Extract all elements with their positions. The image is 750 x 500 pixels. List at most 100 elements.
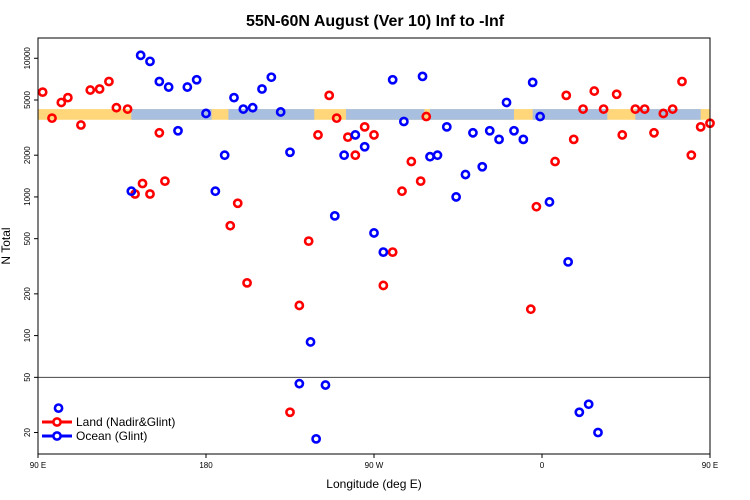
data-point (285, 147, 295, 158)
data-point (225, 220, 236, 231)
x-tick-label: 0 (540, 461, 545, 470)
data-point (518, 134, 529, 145)
data-point (266, 72, 277, 83)
data-point (359, 121, 370, 132)
y-tick-label: 5000 (23, 91, 32, 109)
data-point (339, 150, 350, 161)
data-point (583, 399, 594, 410)
data-point (342, 132, 353, 143)
data-point (406, 156, 417, 167)
legend-ocean-marker (52, 431, 62, 441)
data-point (611, 89, 622, 100)
x-tick-label: 180 (199, 461, 213, 470)
data-point (432, 150, 443, 161)
data-point (163, 82, 174, 92)
data-point (311, 433, 322, 444)
data-point (598, 104, 609, 114)
data-point (305, 337, 316, 347)
data-point (544, 197, 555, 207)
data-point (578, 104, 588, 114)
data-point (145, 56, 155, 67)
data-point (441, 121, 452, 132)
data-point (369, 130, 379, 140)
data-point (695, 121, 706, 132)
data-point (525, 304, 536, 315)
data-point (378, 280, 389, 291)
data-point (561, 90, 572, 101)
data-point (593, 427, 603, 438)
data-point (324, 90, 335, 101)
data-point (53, 403, 64, 414)
data-point (421, 111, 432, 122)
y-tick-label: 100 (23, 328, 32, 342)
y-tick-label: 2000 (23, 146, 32, 164)
y-axis-ticks: 20 50 100 200 500 1000 2000 5000 10000 (23, 47, 38, 437)
data-point (294, 300, 305, 311)
data-point (387, 247, 398, 258)
ocean-band-segment (532, 109, 608, 120)
data-point (387, 74, 398, 85)
data-point (494, 134, 504, 145)
data-point (219, 150, 230, 161)
data-point (509, 125, 519, 136)
data-point (303, 236, 314, 247)
x-axis-ticks: 90 E 180 90 W 0 90 E (30, 454, 718, 470)
data-point (94, 84, 105, 94)
data-point (111, 102, 122, 113)
data-point (417, 71, 428, 82)
series-ocean (53, 50, 603, 444)
data-point (294, 378, 305, 389)
data-point (201, 108, 211, 119)
data-point (135, 50, 146, 61)
data-point (173, 125, 183, 136)
y-axis-label: N Total (0, 227, 13, 264)
x-axis-label: Longitude (deg E) (326, 477, 421, 491)
data-point (350, 130, 361, 140)
data-point (350, 150, 361, 161)
data-point (313, 130, 323, 140)
ocean-band-segment (228, 109, 315, 120)
x-tick-label: 90 E (702, 461, 718, 470)
y-tick-label: 50 (23, 372, 32, 381)
y-tick-label: 10000 (23, 47, 32, 70)
data-point (182, 82, 193, 92)
ocean-band-segment (131, 109, 212, 120)
data-point (398, 116, 409, 127)
data-point (617, 130, 628, 140)
data-point (415, 176, 426, 187)
data-point (658, 108, 669, 119)
y-tick-label: 500 (23, 231, 32, 245)
data-point (677, 76, 687, 87)
data-point (62, 92, 73, 103)
chart-title: 55N-60N August (Ver 10) Inf to -Inf (246, 13, 505, 30)
land-ocean-band (38, 109, 710, 120)
data-point (242, 277, 252, 288)
data-point (238, 104, 249, 114)
data-point (501, 97, 512, 108)
data-point (589, 86, 600, 96)
data-point (550, 156, 560, 167)
data-point (275, 107, 286, 117)
data-point (667, 104, 678, 114)
data-point (122, 104, 133, 114)
data-point (686, 150, 697, 161)
data-point (531, 201, 542, 212)
data-point (210, 186, 221, 197)
x-tick-label: 90 E (30, 461, 46, 470)
legend-land-marker (52, 417, 62, 427)
data-point (477, 161, 488, 172)
data-point (320, 380, 331, 390)
data-point (154, 127, 165, 138)
data-point (160, 176, 170, 187)
data-point (527, 77, 538, 88)
data-point (104, 76, 114, 87)
data-point (247, 102, 258, 113)
y-tick-label: 1000 (23, 187, 32, 205)
data-point (329, 210, 340, 221)
legend: Land (Nadir&Glint) Ocean (Glint) (42, 415, 175, 443)
data-point (154, 76, 165, 87)
data-point (468, 127, 478, 138)
data-point (574, 407, 585, 418)
data-point (37, 87, 48, 98)
